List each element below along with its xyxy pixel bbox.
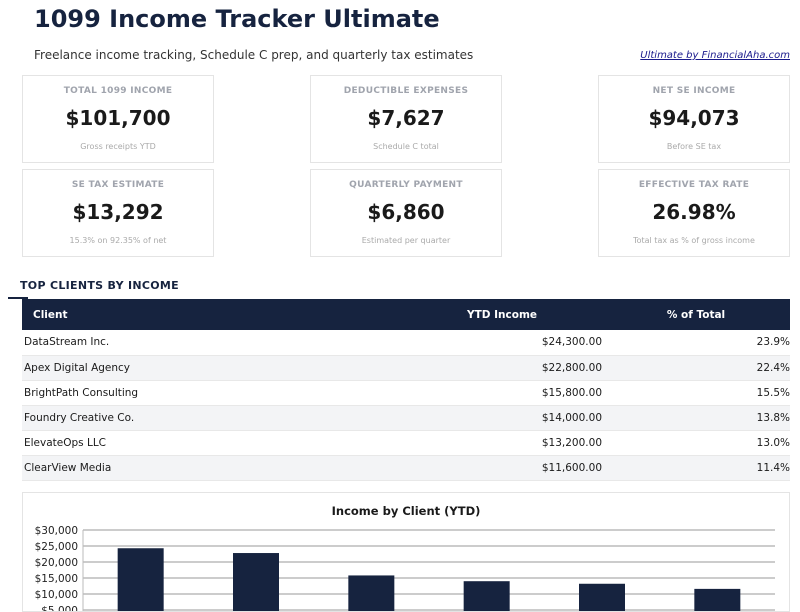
y-tick-label: $15,000 (35, 573, 78, 585)
cell-percent: 13.0% (602, 430, 790, 456)
page-title: 1099 Income Tracker Ultimate (34, 5, 440, 33)
bar (579, 583, 625, 611)
clients-table: Client YTD Income % of Total DataStream … (22, 299, 790, 481)
kpi-card: TOTAL 1099 INCOME $101,700 Gross receipt… (22, 75, 214, 163)
credit-link[interactable]: Ultimate by FinancialAha.com (640, 50, 790, 61)
table-row: DataStream Inc. $24,300.00 23.9% (22, 330, 790, 356)
kpi-value: $94,073 (648, 106, 740, 130)
kpi-card: QUARTERLY PAYMENT $6,860 Estimated per q… (310, 169, 502, 257)
cell-ytd-income: $24,300.00 (402, 330, 602, 356)
page-subtitle: Freelance income tracking, Schedule C pr… (34, 48, 474, 62)
cell-percent: 15.5% (602, 380, 790, 406)
cell-client: Apex Digital Agency (22, 355, 402, 381)
kpi-card: SE TAX ESTIMATE $13,292 15.3% on 92.35% … (22, 169, 214, 257)
cell-client: ClearView Media (22, 455, 402, 481)
table-row: Apex Digital Agency $22,800.00 22.4% (22, 355, 790, 381)
kpi-value: $6,860 (367, 200, 445, 224)
income-chart: $30,000 $25,000 $20,000 $15,000 $10,000 $5,00… (22, 492, 790, 612)
cell-client: Foundry Creative Co. (22, 405, 402, 431)
kpi-label: TOTAL 1099 INCOME (63, 86, 173, 96)
cell-ytd-income: $13,200.00 (402, 430, 602, 456)
cell-percent: 22.4% (602, 355, 790, 381)
y-tick-label: $5,000 (41, 605, 78, 612)
section-title: TOP CLIENTS BY INCOME (20, 279, 179, 292)
kpi-subtext: Before SE tax (666, 142, 722, 151)
cell-ytd-income: $14,000.00 (402, 405, 602, 431)
kpi-subtext: 15.3% on 92.35% of net (69, 236, 167, 245)
kpi-value: 26.98% (652, 200, 736, 224)
kpi-label: SE TAX ESTIMATE (71, 180, 165, 190)
bar (233, 553, 279, 611)
kpi-subtext: Estimated per quarter (361, 236, 451, 245)
kpi-subtext: Total tax as % of gross income (633, 236, 755, 245)
table-row: BrightPath Consulting $15,800.00 15.5% (22, 380, 790, 406)
cell-ytd-income: $15,800.00 (402, 380, 602, 406)
table-row: Foundry Creative Co. $14,000.00 13.8% (22, 405, 790, 431)
kpi-card: DEDUCTIBLE EXPENSES $7,627 Schedule C to… (310, 75, 502, 163)
bar (348, 575, 395, 611)
kpi-subtext: Gross receipts YTD (80, 142, 156, 151)
kpi-label: EFFECTIVE TAX RATE (638, 180, 750, 190)
kpi-card: EFFECTIVE TAX RATE 26.98% Total tax as %… (598, 169, 790, 257)
y-tick-label: $25,000 (35, 541, 78, 553)
kpi-card: NET SE INCOME $94,073 Before SE tax (598, 75, 790, 163)
kpi-label: QUARTERLY PAYMENT (349, 180, 463, 190)
y-tick-label: $30,000 (35, 525, 78, 537)
kpi-value: $13,292 (72, 200, 164, 224)
cell-percent: 23.9% (602, 330, 790, 356)
kpi-value: $101,700 (65, 106, 171, 130)
cell-client: ElevateOps LLC (22, 430, 402, 456)
cell-percent: 13.8% (602, 405, 790, 431)
kpi-value: $7,627 (367, 106, 445, 130)
cell-client: BrightPath Consulting (22, 380, 402, 406)
col-ytd-income: YTD Income (402, 299, 602, 330)
section-underline (8, 297, 28, 299)
kpi-subtext: Schedule C total (373, 142, 439, 151)
col-client: Client (22, 299, 402, 330)
bar (117, 548, 164, 611)
kpi-label: DEDUCTIBLE EXPENSES (343, 86, 469, 96)
col-percent: % of Total (602, 299, 790, 330)
table-row: ElevateOps LLC $13,200.00 13.0% (22, 430, 790, 456)
cell-ytd-income: $11,600.00 (402, 455, 602, 481)
chart-title: Income by Client (YTD) (331, 504, 481, 518)
table-row: ClearView Media $11,600.00 11.4% (22, 455, 790, 481)
cell-percent: 11.4% (602, 455, 790, 481)
cell-ytd-income: $22,800.00 (402, 355, 602, 381)
bar (694, 588, 741, 611)
kpi-label: NET SE INCOME (652, 86, 736, 96)
cell-client: DataStream Inc. (22, 330, 402, 356)
y-tick-label: $20,000 (35, 557, 78, 569)
bar (463, 581, 510, 611)
